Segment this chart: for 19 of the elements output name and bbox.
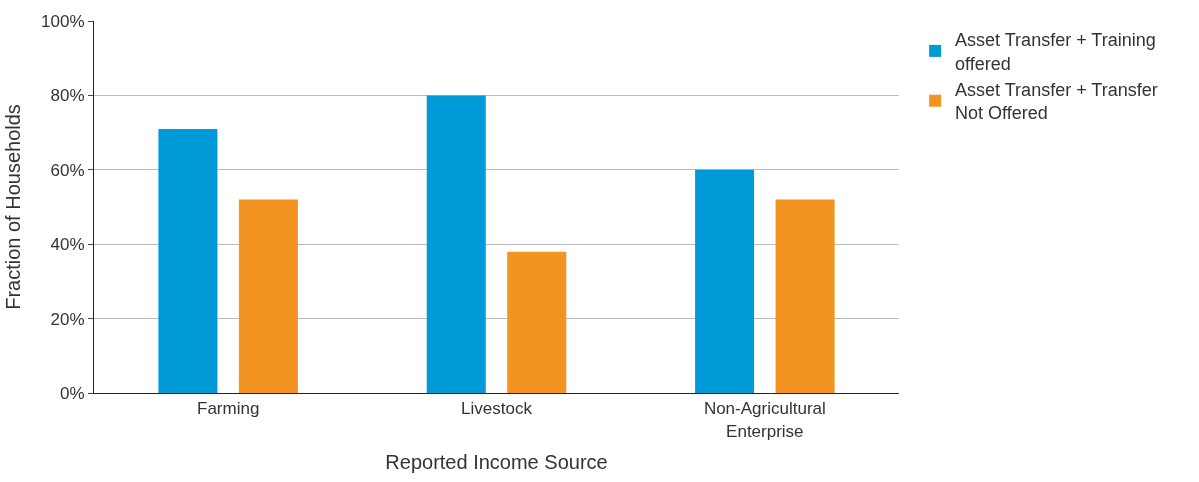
- x-tick-label: Livestock: [461, 399, 533, 419]
- y-axis-title: Fraction of Households: [1, 104, 24, 310]
- y-tick-label: 20%: [50, 309, 85, 329]
- y-tick-label: 0%: [60, 383, 85, 403]
- bar: [775, 199, 835, 393]
- y-tick-label: 40%: [50, 235, 85, 255]
- bar: [507, 251, 567, 393]
- bar: [238, 199, 298, 393]
- legend-label: Asset Transfer + Training offered: [955, 30, 1156, 74]
- bar: [158, 128, 218, 393]
- x-axis-title: Reported Income Source: [385, 451, 608, 473]
- y-tick-label: 100%: [41, 11, 85, 31]
- y-tick-label: 60%: [50, 160, 85, 180]
- x-tick-label: Farming: [196, 399, 260, 419]
- x-tick-label: Non-Agricultural Enterprise: [703, 399, 826, 441]
- y-tick-label: 80%: [50, 86, 85, 106]
- bar: [695, 169, 755, 393]
- bar: [426, 95, 486, 393]
- legend-label: Asset Transfer + Transfer Not Offered: [955, 80, 1158, 124]
